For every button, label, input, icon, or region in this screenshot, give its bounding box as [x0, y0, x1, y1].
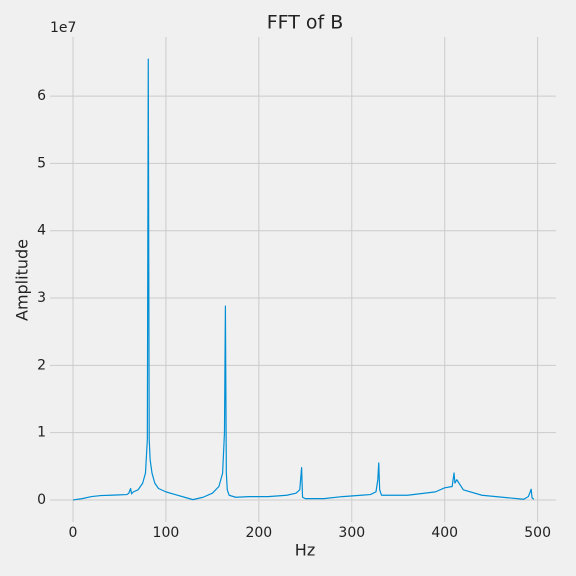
x-tick-label: 100	[153, 525, 180, 541]
x-tick-label: 500	[524, 525, 551, 541]
y-tick-label: 5	[37, 155, 46, 171]
y-offset-label: 1e7	[50, 20, 76, 36]
x-axis-label: Hz	[295, 541, 315, 560]
y-tick-label: 3	[37, 290, 46, 306]
x-tick-label: 300	[338, 525, 365, 541]
chart-title: FFT of B	[267, 12, 344, 34]
y-axis-label: Amplitude	[13, 239, 32, 321]
y-tick-label: 0	[37, 492, 46, 508]
x-tick-label: 400	[431, 525, 458, 541]
data-line	[72, 58, 535, 501]
y-tick-label: 2	[37, 357, 46, 373]
y-tick-label: 4	[37, 223, 46, 239]
x-tick-label: 0	[69, 525, 78, 541]
y-tick-label: 6	[37, 88, 46, 104]
x-tick-label: 200	[245, 525, 272, 541]
y-tick-label: 1	[37, 425, 46, 441]
